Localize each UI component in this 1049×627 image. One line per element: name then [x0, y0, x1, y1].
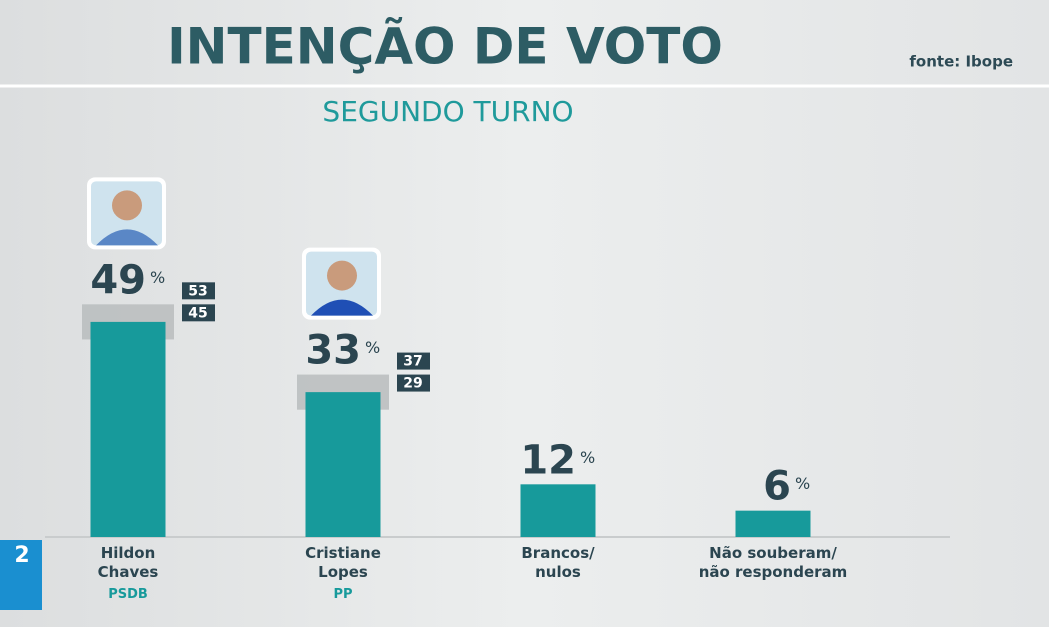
photo-body — [311, 299, 373, 316]
bar — [305, 392, 381, 537]
margin-tag-label: 29 — [403, 376, 422, 392]
photo-head — [112, 190, 142, 221]
chart-title: INTENÇÃO DE VOTO — [167, 17, 723, 76]
source: fonte: Ibope — [909, 53, 1013, 71]
margin-tag — [397, 352, 430, 370]
margin-tag-label: 53 — [188, 283, 207, 299]
value-unit: % — [795, 474, 810, 493]
bar — [520, 484, 596, 537]
value-label: 12 — [520, 437, 576, 483]
value-label: 6 — [763, 464, 791, 510]
channel-logo — [0, 540, 42, 610]
value-label: 33 — [305, 328, 361, 374]
chart-subtitle: SEGUNDO TURNO — [322, 95, 573, 128]
party-label: PSDB — [108, 587, 148, 602]
value-unit: % — [365, 338, 380, 357]
bar — [90, 321, 166, 537]
margin-tag — [182, 304, 215, 322]
margin-tag — [182, 282, 215, 300]
category-label: Hildon Chaves — [97, 544, 159, 581]
value-unit: % — [580, 448, 595, 467]
margin-tag-label: 45 — [188, 305, 207, 321]
party-label: PP — [333, 587, 353, 602]
photo-body — [96, 229, 158, 246]
value-unit: % — [150, 268, 165, 287]
category-label: Brancos/ nulos — [521, 544, 595, 581]
value-label: 49 — [90, 257, 146, 303]
bar — [735, 510, 811, 537]
category-label: Cristiane Lopes — [305, 544, 381, 581]
channel-logo-number: 2 — [14, 543, 29, 568]
margin-tag-label: 37 — [403, 354, 422, 370]
photo-head — [327, 260, 357, 291]
category-label: Não souberam/ não responderam — [698, 544, 848, 581]
margin-tag — [397, 374, 430, 392]
